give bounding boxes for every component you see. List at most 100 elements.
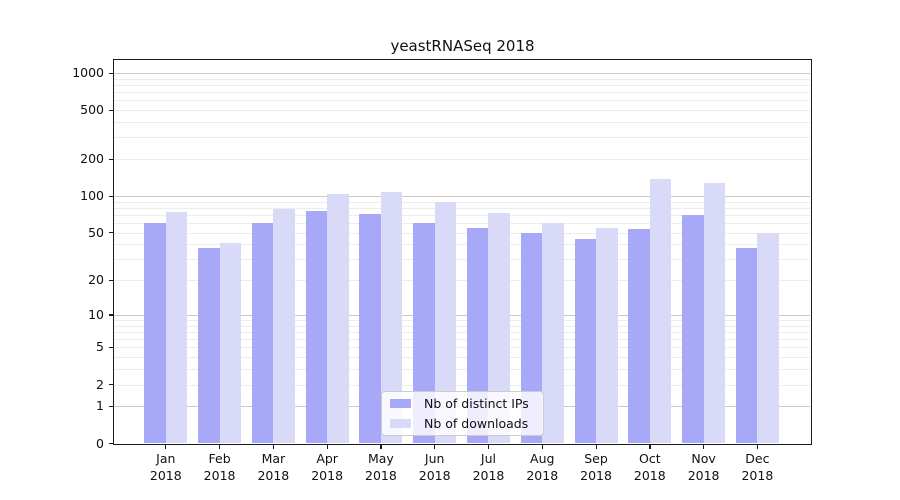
x-tick-label-line: Feb — [208, 451, 231, 466]
minor-gridline — [114, 339, 810, 341]
x-tick-label: Oct 2018 — [610, 450, 690, 484]
y-tick-mark — [109, 346, 114, 349]
y-tick-label: 1000 — [72, 65, 104, 80]
minor-gridline — [114, 325, 810, 327]
x-tick-label-line: 2018 — [203, 468, 236, 483]
minor-gridline — [114, 347, 810, 349]
x-tick-label: Feb 2018 — [180, 450, 260, 484]
bar-downloads-jun — [434, 202, 457, 444]
x-tick-label: Apr 2018 — [287, 450, 367, 484]
bar-distinct-ips-nov — [682, 214, 704, 444]
bar-distinct-ips-oct — [628, 228, 650, 444]
x-tick-label: May 2018 — [341, 450, 421, 484]
y-tick-mark — [109, 158, 114, 160]
x-tick-label-line: 2018 — [149, 468, 182, 483]
minor-gridline — [114, 331, 810, 333]
bar-distinct-ips-may — [359, 214, 381, 444]
x-tick-mark — [595, 444, 597, 449]
minor-gridline — [114, 280, 810, 282]
bar-distinct-ips-mar — [251, 223, 274, 444]
bar-downloads-oct — [649, 179, 672, 444]
x-tick-label: Sep 2018 — [556, 450, 636, 484]
y-tick-mark — [109, 195, 114, 197]
x-tick-label-line: 2018 — [472, 468, 505, 483]
x-tick-mark — [326, 444, 328, 449]
x-tick-mark — [219, 444, 221, 449]
minor-gridline — [114, 78, 810, 80]
y-tick-label: 1 — [96, 398, 104, 414]
x-tick-mark — [487, 444, 490, 449]
y-tick-mark — [109, 232, 114, 234]
x-tick-label-line: 2018 — [687, 468, 720, 483]
y-tick-label: 0 — [96, 435, 104, 451]
minor-gridline — [114, 84, 810, 86]
minor-gridline — [114, 259, 810, 261]
y-tick-label: 2 — [96, 376, 104, 392]
x-tick-mark — [272, 444, 275, 449]
x-tick-label-line: 2018 — [741, 468, 774, 483]
y-tick-label: 10 — [88, 306, 104, 322]
legend-item-downloads: Nb of downloads — [390, 416, 535, 431]
bar-downloads-dec — [757, 232, 779, 444]
x-tick-label-line: Jan — [156, 451, 176, 466]
y-tick-label: 50 — [88, 224, 104, 240]
y-tick-mark — [109, 279, 114, 281]
minor-gridline — [114, 100, 810, 102]
x-tick-mark — [165, 444, 167, 449]
bar-downloads-aug — [542, 223, 564, 444]
x-tick-label: Jan 2018 — [126, 450, 206, 484]
minor-gridline — [114, 384, 810, 386]
bar-distinct-ips-jan — [144, 223, 166, 444]
bar-downloads-jul — [488, 212, 510, 444]
x-tick-label-line: 2018 — [418, 468, 451, 483]
legend-swatch-downloads — [390, 419, 411, 428]
x-tick-mark — [756, 444, 759, 449]
x-tick-label-line: Jul — [480, 451, 497, 466]
minor-gridline — [114, 214, 810, 216]
x-tick-label-line: Oct — [639, 451, 661, 466]
x-tick-label: Jul 2018 — [448, 450, 528, 484]
legend-item-distinct-ips: Nb of distinct IPs — [390, 396, 535, 411]
minor-gridline — [114, 223, 810, 225]
x-tick-mark — [703, 444, 705, 449]
x-tick-label-line: 2018 — [526, 468, 559, 483]
major-gridline — [114, 314, 810, 316]
minor-gridline — [114, 357, 810, 359]
y-tick-label: 500 — [80, 102, 104, 118]
x-tick-mark — [434, 444, 436, 449]
x-tick-label-line: Aug — [530, 451, 555, 466]
x-tick-label-line: Apr — [316, 451, 338, 466]
x-tick-label-line: 2018 — [365, 468, 397, 483]
minor-gridline — [114, 92, 810, 94]
x-tick-label-line: 2018 — [633, 468, 666, 483]
legend-label-downloads: Nb of downloads — [424, 416, 529, 431]
minor-gridline — [114, 369, 810, 371]
minor-gridline — [114, 320, 810, 322]
x-tick-label-line: 2018 — [580, 468, 612, 483]
x-tick-label-line: May — [367, 451, 394, 466]
bar-downloads-may — [380, 192, 403, 444]
bar-distinct-ips-sep — [574, 239, 597, 444]
x-tick-label-line: Sep — [584, 451, 608, 466]
bar-distinct-ips-dec — [735, 248, 758, 444]
y-tick-mark — [109, 443, 114, 445]
major-gridline — [114, 196, 810, 197]
x-tick-label-line: Mar — [261, 451, 286, 466]
x-tick-label-line: Dec — [745, 451, 770, 466]
minor-gridline — [114, 207, 810, 209]
x-tick-label-line: Jun — [424, 451, 445, 466]
bar-distinct-ips-apr — [305, 211, 328, 444]
minor-gridline — [114, 159, 810, 161]
bar-distinct-ips-feb — [198, 248, 220, 444]
y-tick-mark — [109, 405, 114, 408]
y-tick-mark — [109, 72, 114, 74]
x-tick-label: Mar 2018 — [233, 450, 313, 484]
y-tick-label: 200 — [80, 151, 104, 167]
bar-distinct-ips-aug — [520, 232, 543, 444]
bar-distinct-ips-jul — [466, 227, 489, 444]
y-tick-label: 100 — [80, 188, 104, 203]
bar-downloads-sep — [596, 227, 618, 444]
bar-downloads-apr — [327, 194, 349, 444]
minor-gridline — [114, 232, 810, 234]
